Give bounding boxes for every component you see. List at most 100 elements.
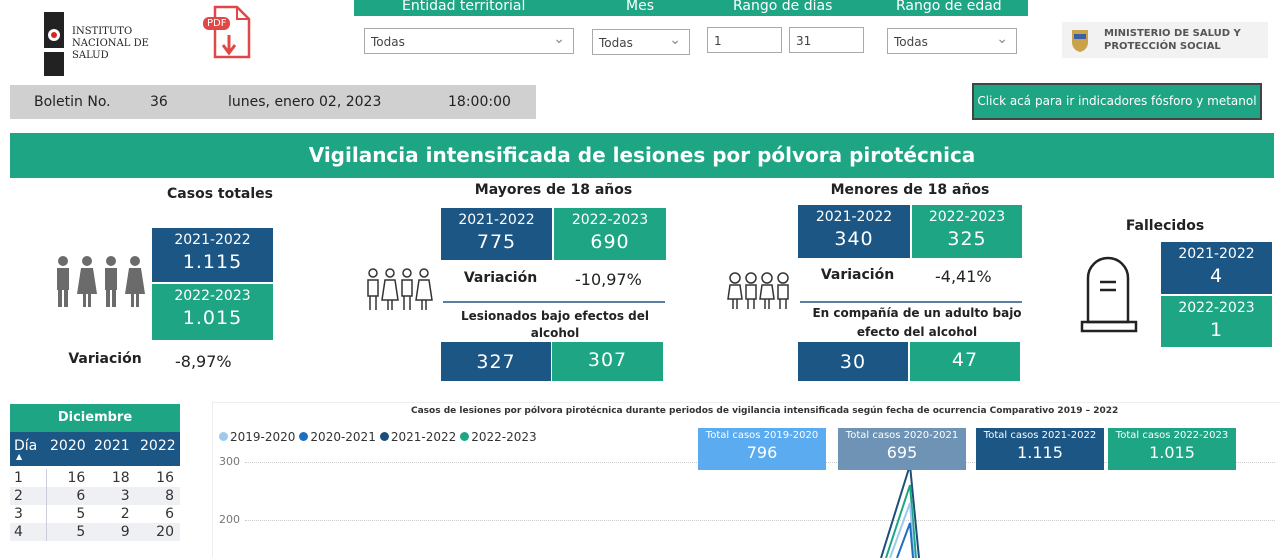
menores-alcohol-label: En compañía de un adulto bajo efecto del…: [812, 306, 1022, 339]
legend-item[interactable]: 2020-2021: [295, 430, 376, 444]
chart-panel: Casos de lesiones por pólvora pirotécnic…: [212, 402, 1280, 558]
filter-label-edad: Rango de edad: [896, 0, 1002, 14]
menores-alcohol-2022-box: 47: [910, 342, 1020, 381]
table-cell: 5: [46, 523, 92, 541]
menores-variacion-value: -4,41%: [935, 267, 992, 286]
table-cell: 6: [46, 487, 92, 505]
totales-2022-box: 2022-2023 1.015: [152, 284, 273, 340]
mayores-variacion-value: -10,97%: [575, 270, 642, 289]
filters-header: Entidad territorial Mes Rango de días Ra…: [354, 0, 1028, 16]
table-cell: 3: [10, 505, 47, 523]
pdf-download-icon[interactable]: PDF: [203, 5, 253, 61]
table-row: 1 16 18 16: [10, 469, 180, 487]
totales-variacion-label: Variación: [68, 351, 142, 367]
legend-dot-icon: [299, 432, 309, 441]
table-cell: 6: [165, 506, 174, 522]
legend-dot-icon: [379, 432, 389, 441]
series-line-2019-2020: [889, 502, 915, 558]
legend-label: 2019-2020: [230, 430, 296, 444]
mayores-alcohol-2021-box: 327: [441, 342, 551, 381]
chevron-down-icon: ⌄: [669, 32, 681, 48]
chart-legend: 2019-2020 2020-2021 2021-2022 2022-2023: [215, 430, 537, 444]
mayores-2021-box: 2021-2022 775: [441, 208, 552, 260]
total-cases-label: Total casos 2019-2020: [705, 430, 819, 441]
total-cases-card: Total casos 2020-2021 695: [838, 428, 966, 470]
dia-from-value: 1: [714, 34, 722, 48]
ministry-line: PROTECCIÓN SOCIAL: [1104, 41, 1221, 52]
dia-to-input[interactable]: 31: [789, 27, 864, 53]
fallecidos-2022-box: 2022-2023 1: [1161, 296, 1272, 347]
menores-variacion-label: Variación: [820, 267, 895, 283]
table-cell: 16: [67, 470, 86, 486]
column-header-2022[interactable]: 2022: [140, 438, 176, 454]
ministry-logo: MINISTERIO DE SALUD Y PROTECCIÓN SOCIAL: [1062, 22, 1268, 58]
gridline: [245, 520, 1275, 521]
december-table: Diciembre Día ▲ 2020 2021 2022 1 16 18 16 2 6…: [10, 404, 180, 541]
table-row: 3 5 2 6: [10, 505, 180, 523]
edad-value: Todas: [894, 35, 928, 49]
pdf-label: PDF: [203, 17, 231, 30]
total-cases-label: Total casos 2020-2021: [845, 430, 959, 441]
page-title: Vigilancia intensificada de lesiones por…: [10, 133, 1274, 178]
ins-line: SALUD: [72, 50, 109, 61]
legend-dot-icon: [460, 432, 470, 441]
menores-2021-box: 2021-2022 340: [798, 205, 910, 258]
legend-dot-icon: [219, 432, 228, 441]
y-tick-label: 300: [219, 455, 240, 468]
table-row: 4 5 9 20: [10, 523, 180, 541]
column-header-2021[interactable]: 2021: [94, 438, 130, 454]
filter-label-dias: Rango de días: [733, 0, 833, 14]
legend-item[interactable]: 2021-2022: [376, 430, 456, 444]
mes-dropdown[interactable]: Todas ⌄: [592, 29, 690, 55]
total-cases-card: Total casos 2022-2023 1.015: [1108, 428, 1236, 470]
legend-item[interactable]: 2022-2023: [456, 430, 537, 444]
indicators-link-button[interactable]: Click acá para ir indicadores fósforo y …: [972, 83, 1262, 120]
column-header-dia[interactable]: Día: [14, 438, 38, 454]
mayores-alcohol-label: Lesionados bajo efectos del alcohol: [460, 309, 650, 340]
menores-alcohol-2021-box: 30: [798, 342, 908, 381]
table-cell: 3: [91, 487, 136, 505]
filter-label-entidad: Entidad territorial: [402, 0, 526, 14]
legend-item[interactable]: 2019-2020: [215, 430, 295, 444]
menores-2022-box: 2022-2023 325: [912, 205, 1022, 258]
total-cases-label: Total casos 2022-2023: [1115, 430, 1229, 441]
table-cell: 9: [91, 523, 136, 541]
table-cell: 20: [135, 523, 180, 541]
mes-value: Todas: [599, 36, 633, 50]
divider: [443, 301, 665, 303]
entidad-dropdown[interactable]: Todas ⌄: [364, 28, 574, 54]
total-cases-card: Total casos 2019-2020 796: [698, 428, 826, 470]
mayores-title: Mayores de 18 años: [474, 182, 633, 198]
total-cases-value: 1.115: [1017, 443, 1063, 462]
total-cases-value: 695: [886, 443, 918, 462]
table-cell: 4: [10, 523, 47, 541]
people-group-icon: [57, 256, 145, 307]
table-cell: 2: [120, 506, 130, 522]
fallecidos-title: Fallecidos: [1125, 218, 1205, 234]
totales-variacion-value: -8,97%: [175, 352, 232, 371]
children-icon: [727, 272, 789, 309]
menores-title: Menores de 18 años: [830, 182, 990, 198]
bulletin-bar: Boletin No. 36 lunes, enero 02, 2023 18:…: [10, 85, 536, 119]
series-line-2020-2021: [896, 522, 914, 558]
table-cell: 2: [10, 487, 47, 505]
column-header-2020[interactable]: 2020: [50, 438, 86, 454]
legend-label: 2022-2023: [471, 430, 537, 444]
table-cell: 5: [76, 506, 86, 522]
totales-2021-box: 2021-2022 1.115: [152, 228, 273, 282]
table-cell: 18: [111, 470, 130, 486]
ins-logo-mark: [44, 12, 64, 76]
sort-ascending-icon[interactable]: ▲: [16, 452, 23, 461]
total-cases-card: Total casos 2021-2022 1.115: [976, 428, 1104, 470]
ins-logo: INSTITUTO NACIONAL DE SALUD: [42, 10, 162, 80]
dia-to-value: 31: [796, 34, 812, 48]
edad-dropdown[interactable]: Todas ⌄: [887, 28, 1017, 54]
dia-from-input[interactable]: 1: [707, 27, 782, 53]
table-body: 1 16 18 16 2 6 3 8 3 5 2 6 4 5 9 20: [10, 469, 180, 541]
chart-lines: [880, 464, 920, 558]
mayores-alcohol-2022-box: 307: [552, 342, 663, 381]
ministry-line: MINISTERIO DE SALUD Y: [1104, 28, 1241, 39]
ins-line: NACIONAL DE: [72, 38, 149, 49]
coat-of-arms-icon: [1072, 30, 1088, 52]
adults-icon: [367, 268, 433, 310]
